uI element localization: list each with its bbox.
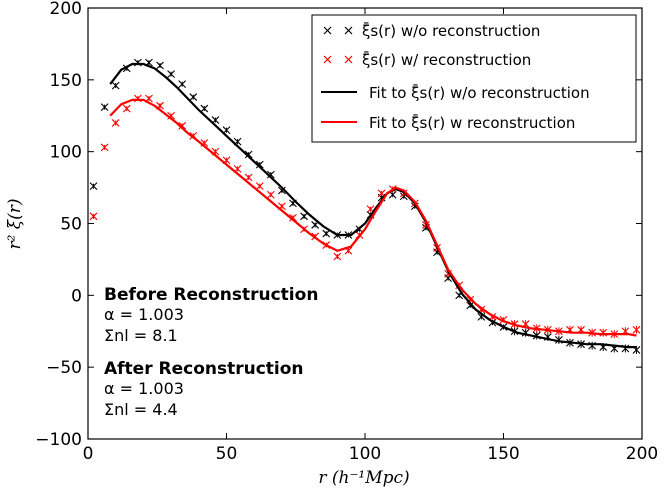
y-axis-label: r² ξ(r) bbox=[5, 198, 25, 249]
x-tick-label: 150 bbox=[487, 444, 519, 464]
x-marker bbox=[322, 229, 331, 238]
fit-line bbox=[109, 98, 637, 337]
x-marker bbox=[89, 182, 98, 191]
data-point bbox=[111, 119, 120, 127]
data-point bbox=[178, 80, 187, 89]
before-alpha: α = 1.003 bbox=[104, 305, 184, 324]
before-sigma: Σnl = 8.1 bbox=[104, 326, 178, 345]
data-point bbox=[266, 190, 275, 199]
x-marker bbox=[189, 93, 198, 101]
legend-label-4: Fit to ξ̄s(r) w reconstruction bbox=[369, 113, 575, 132]
x-tick-label: 0 bbox=[83, 444, 94, 464]
x-marker bbox=[111, 81, 120, 90]
x-marker bbox=[200, 104, 209, 113]
x-marker bbox=[89, 212, 98, 221]
data-point bbox=[100, 103, 109, 112]
y-tick-label: −100 bbox=[35, 430, 82, 450]
data-point bbox=[189, 93, 198, 101]
legend-marker-2 bbox=[323, 55, 353, 64]
x-marker bbox=[377, 189, 386, 198]
x-marker bbox=[111, 119, 120, 127]
data-point bbox=[377, 189, 386, 198]
x-marker bbox=[178, 121, 187, 130]
fit-line bbox=[109, 62, 637, 349]
legend-marker-1 bbox=[323, 26, 353, 35]
legend-label-1: ξ̄s(r) w/o reconstruction bbox=[362, 21, 540, 40]
x-marker bbox=[300, 212, 308, 221]
x-marker bbox=[244, 150, 253, 159]
data-point bbox=[322, 229, 331, 238]
x-tick-label: 200 bbox=[626, 444, 658, 464]
legend-box bbox=[311, 14, 637, 143]
x-marker bbox=[333, 252, 342, 261]
data-point bbox=[100, 143, 109, 152]
x-marker bbox=[632, 325, 641, 334]
x-marker bbox=[266, 190, 275, 199]
plot-area bbox=[89, 58, 641, 354]
data-point bbox=[167, 70, 175, 78]
legend-label-3: Fit to ξ̄s(r) w/o reconstruction bbox=[369, 83, 590, 102]
x-marker bbox=[289, 213, 297, 222]
y-tick-label: 150 bbox=[50, 71, 82, 91]
y-tick-label: 100 bbox=[50, 143, 82, 163]
x-marker bbox=[255, 182, 264, 191]
x-marker bbox=[466, 301, 475, 310]
x-axis-label: r (h⁻¹Mpc) bbox=[318, 468, 409, 488]
x-marker bbox=[100, 103, 109, 112]
y-tick-label: −50 bbox=[46, 358, 82, 378]
x-tick-label: 100 bbox=[349, 444, 381, 464]
data-point bbox=[89, 212, 98, 221]
x-marker bbox=[156, 61, 164, 70]
y-tick-label: 0 bbox=[71, 286, 82, 306]
data-point bbox=[200, 104, 209, 113]
data-point bbox=[300, 212, 308, 221]
x-marker bbox=[255, 160, 264, 169]
data-point bbox=[111, 81, 120, 90]
x-marker bbox=[122, 104, 131, 113]
data-point bbox=[122, 104, 131, 113]
after-sigma: Σnl = 4.4 bbox=[104, 400, 178, 419]
y-tick-label: 50 bbox=[60, 215, 82, 235]
data-point bbox=[156, 61, 164, 70]
x-marker bbox=[167, 70, 175, 78]
series-3 bbox=[109, 62, 637, 349]
data-point bbox=[333, 252, 342, 261]
legend: ξ̄s(r) w/o reconstruction ξ̄s(r) w/ reco… bbox=[311, 14, 637, 143]
x-marker bbox=[278, 186, 286, 195]
x-marker bbox=[266, 170, 275, 179]
data-point bbox=[632, 325, 641, 334]
x-marker bbox=[100, 143, 109, 152]
after-alpha: α = 1.003 bbox=[104, 379, 184, 398]
y-tick-label: 200 bbox=[50, 0, 82, 19]
after-reconstruction-heading: After Reconstruction bbox=[104, 359, 304, 379]
data-point bbox=[255, 182, 264, 191]
series-4 bbox=[109, 98, 637, 337]
before-reconstruction-heading: Before Reconstruction bbox=[104, 285, 318, 305]
legend-label-2: ξ̄s(r) w/ reconstruction bbox=[362, 50, 531, 69]
annotation-block: Before Reconstruction α = 1.003 Σnl = 8.… bbox=[104, 285, 318, 419]
x-marker bbox=[178, 80, 187, 89]
x-tick-label: 50 bbox=[216, 444, 238, 464]
data-point bbox=[89, 182, 98, 191]
axes-frame bbox=[87, 7, 643, 440]
ticks: 0 50 100 150 200 −100 −50 0 50 100 150 200 bbox=[35, 0, 658, 464]
